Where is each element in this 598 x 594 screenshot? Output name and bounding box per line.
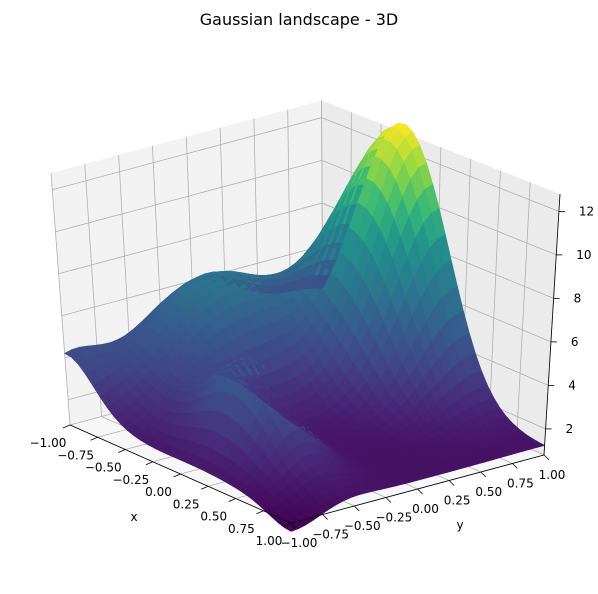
z-axis-line xyxy=(543,193,561,456)
x-tick-label: 0.50 xyxy=(200,510,227,524)
y-tick-mark xyxy=(417,488,423,495)
x-tick-mark xyxy=(173,473,181,478)
z-tick-label: 2 xyxy=(566,422,574,436)
x-axis-label: x xyxy=(130,510,137,524)
y-tick-label: 0.75 xyxy=(507,477,534,491)
x-tick-label: −1.00 xyxy=(30,436,67,450)
surface-mesh xyxy=(63,122,546,532)
grid-line-z xyxy=(58,202,554,299)
grid-line-z xyxy=(55,159,557,256)
z-tick-label: 12 xyxy=(579,204,594,218)
surface-face xyxy=(63,349,80,358)
x-tick-mark xyxy=(256,510,264,515)
y-tick-mark xyxy=(322,514,328,520)
y-axis-label: y xyxy=(456,518,463,532)
y-tick-mark xyxy=(353,505,360,512)
y-tick-mark xyxy=(385,497,392,503)
y-tick-label: 0.50 xyxy=(475,485,502,499)
grid-line-z xyxy=(52,117,560,212)
x-tick-label: −0.50 xyxy=(85,461,122,475)
y-tick-mark xyxy=(512,463,518,469)
x-tick-mark xyxy=(228,498,236,502)
x-tick-label: 0.75 xyxy=(228,522,255,536)
x-tick-mark xyxy=(62,424,71,429)
z-tick-label: 6 xyxy=(571,335,579,349)
z-tick-label: 10 xyxy=(576,248,591,262)
x-tick-label: −0.75 xyxy=(57,448,94,462)
y-tick-label: 0.00 xyxy=(412,502,439,516)
z-tick-label: 8 xyxy=(574,291,582,305)
y-tick-label: 0.25 xyxy=(444,494,471,508)
x-tick-label: 0.00 xyxy=(145,485,172,499)
chart-title: Gaussian landscape - 3D xyxy=(200,10,398,29)
y-tick-label: −1.00 xyxy=(281,536,318,550)
y-tick-mark xyxy=(543,454,550,461)
y-tick-label: −0.25 xyxy=(375,511,412,525)
z-tick-label: 4 xyxy=(568,378,576,392)
x-tick-mark xyxy=(200,485,209,490)
y-tick-mark xyxy=(448,480,455,486)
x-tick-mark xyxy=(145,461,154,466)
y-tick-mark xyxy=(290,522,297,529)
y-tick-label: −0.75 xyxy=(312,528,349,542)
x-tick-label: 0.25 xyxy=(173,497,200,511)
tick-labels: −1.00−1.00−0.75−0.75−0.50−0.50−0.25−0.25… xyxy=(30,204,595,550)
x-tick-mark xyxy=(118,449,126,453)
y-tick-label: 1.00 xyxy=(539,468,566,482)
y-tick-mark xyxy=(480,471,487,478)
x-tick-mark xyxy=(90,436,98,441)
x-tick-mark xyxy=(283,522,292,527)
x-tick-label: −0.25 xyxy=(112,473,149,487)
y-tick-label: −0.50 xyxy=(344,519,381,533)
x-tick-label: 1.00 xyxy=(256,534,283,548)
